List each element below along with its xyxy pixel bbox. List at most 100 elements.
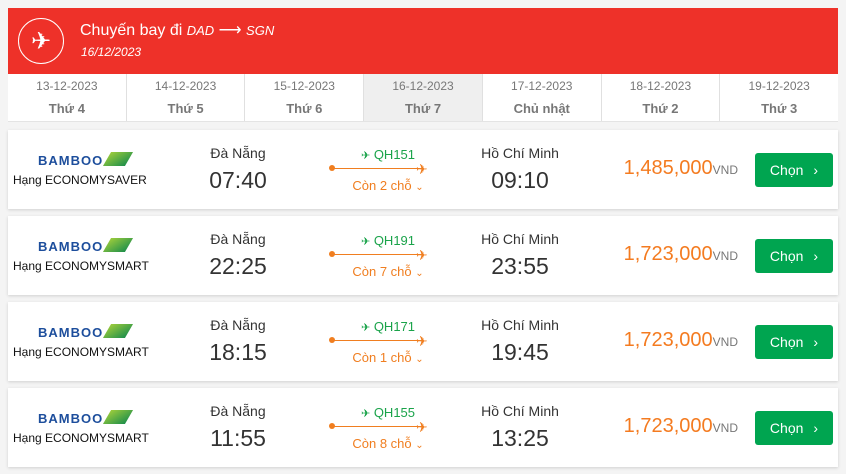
tab-day: Thứ 2 (642, 101, 679, 116)
departure-time: 22:25 (209, 253, 267, 279)
price: 1,723,000VND (624, 415, 738, 438)
bamboo-airways-logo: BAMBOO (38, 238, 134, 254)
arrival-city: Hồ Chí Minh (481, 317, 559, 333)
tab-day: Thứ 7 (404, 101, 442, 116)
seats-left: Còn 1 chỗ (352, 350, 412, 365)
arrival-time: 13:25 (491, 425, 549, 451)
select-flight-button[interactable]: Chọn › (755, 411, 833, 445)
logo-text: BAMBOO (38, 411, 104, 426)
select-flight-button[interactable]: Chọn › (755, 239, 833, 273)
flight-card: BAMBOO Hạng ECONOMYSMART Đà Nẵng 22:25 ✈… (8, 216, 838, 295)
fare-class: Hạng ECONOMYSMART (13, 259, 149, 273)
arrival-city: Hồ Chí Minh (481, 231, 559, 247)
currency: VND (712, 421, 738, 435)
price: 1,485,000VND (624, 157, 738, 180)
bamboo-airways-logo: BAMBOO (38, 410, 134, 426)
logo-text: BAMBOO (38, 239, 104, 254)
currency: VND (712, 335, 738, 349)
arrival-time: 19:45 (491, 339, 549, 365)
date-tab[interactable]: 19-12-2023 Thứ 3 (720, 74, 838, 121)
tab-date: 17-12-2023 (511, 79, 573, 93)
flight-number: ✈ QH155 (328, 405, 448, 420)
route-line (329, 251, 422, 257)
flight-header: ✈ Chuyến bay đi DAD ⟶ SGN 16/12/2023 (8, 8, 838, 74)
seats-left: Còn 2 chỗ (352, 178, 412, 193)
plane-icon: ✈ (416, 247, 428, 263)
departure-city: Đà Nẵng (210, 145, 266, 161)
tab-day: Thứ 5 (167, 101, 204, 116)
tab-date: 13-12-2023 (36, 79, 98, 93)
plane-icon: ✈ (416, 333, 428, 349)
plane-icon: ✈ (416, 161, 428, 177)
price: 1,723,000VND (624, 243, 738, 266)
tab-date: 19-12-2023 (748, 79, 810, 93)
select-flight-button[interactable]: Chọn › (755, 153, 833, 187)
arrow-right-icon: ⟶ (218, 22, 242, 39)
price-value: 1,723,000 (623, 415, 713, 437)
select-flight-button[interactable]: Chọn › (755, 325, 833, 359)
departure-city: Đà Nẵng (210, 403, 266, 419)
origin-code: DAD (186, 23, 215, 38)
seats-dropdown[interactable]: Còn 2 chỗ ⌄ (328, 178, 448, 193)
seats-dropdown[interactable]: Còn 8 chỗ ⌄ (328, 436, 448, 451)
fare-class: Hạng ECONOMYSMART (13, 345, 149, 359)
arrival-time: 23:55 (491, 253, 549, 279)
tab-date: 14-12-2023 (154, 79, 217, 93)
price-value: 1,723,000 (623, 329, 713, 351)
tab-date: 15-12-2023 (273, 79, 335, 93)
seats-left: Còn 7 chỗ (352, 264, 412, 279)
date-tab[interactable]: 15-12-2023 Thứ 6 (245, 74, 365, 121)
tab-day: Thứ 3 (761, 101, 798, 116)
chevron-down-icon: ⌄ (415, 182, 424, 193)
button-label: Chọn (769, 334, 804, 350)
flight-number: ✈ QH171 (328, 319, 448, 334)
plane-icon: ✈ (360, 408, 371, 420)
date-tab[interactable]: 14-12-2023 Thứ 5 (127, 74, 246, 121)
departure-time: 18:15 (209, 339, 267, 365)
flight-card: BAMBOO Hạng ECONOMYSAVER Đà Nẵng 07:40 ✈… (8, 130, 838, 209)
button-label: Chọn (769, 162, 804, 178)
route-line (329, 165, 422, 171)
chevron-down-icon: ⌄ (415, 354, 424, 365)
flight-number: ✈ QH191 (328, 233, 448, 248)
date-tab[interactable]: 16-12-2023 Thứ 7 (364, 74, 483, 121)
logo-text: BAMBOO (38, 153, 104, 168)
currency: VND (712, 249, 738, 263)
title-text: Chuyến bay đi (80, 22, 183, 39)
header-date: 16/12/2023 (81, 45, 142, 59)
departure-time: 07:40 (209, 167, 267, 193)
arrival-city: Hồ Chí Minh (481, 403, 559, 419)
tab-day: Chủ nhật (513, 101, 570, 116)
route-line (329, 423, 422, 429)
flight-card: BAMBOO Hạng ECONOMYSMART Đà Nẵng 11:55 ✈… (8, 388, 838, 467)
tab-day: Thứ 4 (48, 101, 85, 116)
bamboo-airways-logo: BAMBOO (38, 152, 134, 168)
tab-date: 16-12-2023 (392, 79, 454, 93)
seats-dropdown[interactable]: Còn 1 chỗ ⌄ (328, 350, 448, 365)
button-label: Chọn (769, 248, 804, 264)
plane-icon: ✈ (360, 236, 371, 248)
price-value: 1,485,000 (623, 157, 713, 179)
date-tab[interactable]: 18-12-2023 Thứ 2 (602, 74, 721, 121)
chevron-right-icon: › (813, 334, 819, 350)
currency: VND (712, 163, 738, 177)
date-tabs: 13-12-2023 Thứ 4 14-12-2023 Thứ 5 15-12-… (8, 74, 838, 122)
tab-date: 18-12-2023 (629, 79, 692, 93)
button-label: Chọn (769, 420, 804, 436)
flight-card: BAMBOO Hạng ECONOMYSMART Đà Nẵng 18:15 ✈… (8, 302, 838, 381)
date-tab[interactable]: 13-12-2023 Thứ 4 (8, 74, 127, 121)
date-tab[interactable]: 17-12-2023 Chủ nhật (483, 74, 602, 121)
flight-number: ✈ QH151 (328, 147, 448, 162)
price: 1,723,000VND (624, 329, 738, 352)
seats-dropdown[interactable]: Còn 7 chỗ ⌄ (328, 264, 448, 279)
flight-code: QH171 (373, 319, 416, 334)
departure-city: Đà Nẵng (210, 231, 266, 247)
chevron-down-icon: ⌄ (415, 268, 424, 279)
arrival-time: 09:10 (491, 167, 549, 193)
airplane-icon: ✈ (18, 18, 64, 64)
bamboo-airways-logo: BAMBOO (38, 324, 134, 340)
seats-left: Còn 8 chỗ (352, 436, 412, 451)
header-title: Chuyến bay đi DAD ⟶ SGN (80, 20, 274, 40)
flight-code: QH191 (373, 233, 416, 248)
arrival-city: Hồ Chí Minh (481, 145, 559, 161)
